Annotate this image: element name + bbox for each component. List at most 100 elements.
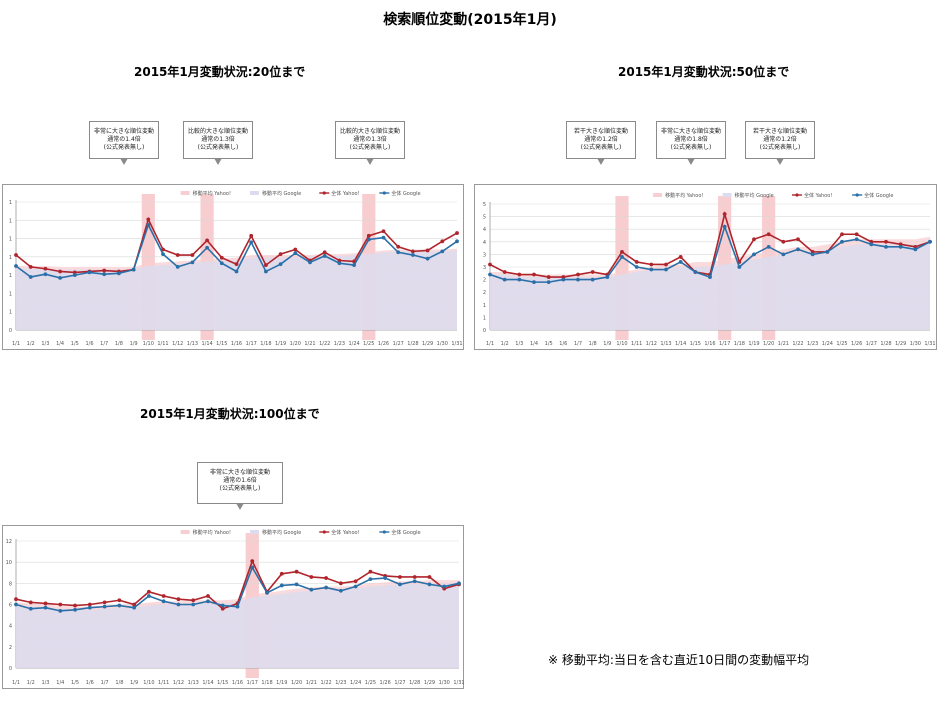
point-google — [117, 271, 121, 276]
point-google — [322, 254, 327, 258]
x-tick-label: 1/29 — [422, 341, 433, 347]
point-google — [73, 607, 77, 612]
footnote: ※ 移動平均:当日を含む直近10日間の変動幅平均 — [548, 653, 810, 667]
x-tick-label: 1/22 — [320, 680, 331, 686]
point-google — [43, 605, 48, 610]
x-tick-label: 1/22 — [792, 341, 803, 347]
point-yahoo — [411, 249, 415, 254]
legend-item: 全体 Yahoo! — [319, 529, 360, 536]
point-yahoo — [146, 217, 151, 222]
point-yahoo — [220, 606, 225, 611]
annotation-callout: 非常に大きな順位変動 通常の1.8倍 (公式発表無し) — [656, 121, 726, 165]
area-moving-avg-google — [490, 241, 930, 330]
chart-title-top50: 2015年1月変動状況:50位まで — [618, 65, 790, 79]
point-yahoo — [337, 258, 342, 263]
point-google — [810, 252, 815, 257]
x-tick-label: 1/10 — [143, 341, 154, 347]
point-google — [235, 604, 240, 609]
legend-marker — [322, 530, 326, 534]
x-tick-label: 1/7 — [101, 680, 109, 686]
x-tick-label: 1/5 — [71, 680, 79, 686]
y-tick-label: 10 — [6, 560, 12, 566]
x-tick-label: 1/3 — [41, 341, 49, 347]
point-google — [383, 576, 388, 580]
x-tick-label: 1/2 — [27, 341, 35, 347]
point-yahoo — [353, 579, 358, 584]
point-yahoo — [175, 253, 180, 257]
annotation-callout: 若干大きな順位変動 通常の1.2倍 (公式発表無し) — [745, 121, 815, 165]
point-yahoo — [425, 248, 430, 253]
point-google — [352, 263, 356, 267]
point-yahoo — [590, 270, 595, 274]
point-yahoo — [87, 602, 92, 607]
legend-swatch — [249, 191, 259, 195]
x-tick-label: 1/10 — [143, 680, 154, 686]
x-tick-label: 1/4 — [56, 341, 64, 347]
point-google — [14, 264, 18, 268]
callout-text: 若干大きな順位変動 — [573, 128, 628, 135]
point-google — [368, 577, 373, 581]
legend-marker — [855, 193, 859, 197]
point-yahoo — [309, 575, 314, 579]
point-google — [191, 602, 196, 607]
annotation-callout: 比較的大きな順位変動 通常の1.3倍 (公式発表無し) — [183, 121, 253, 165]
annotation-callout: 非常に大きな順位変動 通常の1.4倍 (公式発表無し) — [89, 121, 159, 165]
legend-marker — [382, 530, 386, 534]
point-google — [455, 239, 459, 244]
legend-label: 全体 Yahoo! — [331, 190, 359, 197]
point-yahoo — [398, 575, 402, 579]
point-yahoo — [440, 239, 445, 244]
x-tick-label: 1/16 — [232, 680, 243, 686]
x-tick-label: 1/11 — [158, 680, 169, 686]
point-yahoo — [766, 232, 771, 237]
chart-top50: 0 1 1 2 2 3 3 4 4 5 5 1/1 1/2 1/3 1/4 1/5 1/6 1/7 1/8 1/9 1/… — [474, 184, 937, 350]
x-tick-label: 1/13 — [187, 341, 198, 347]
x-tick-label: 1/17 — [246, 341, 257, 347]
legend-swatch — [180, 191, 190, 195]
x-tick-label: 1/26 — [851, 341, 862, 347]
x-tick-label: 1/3 — [515, 341, 523, 347]
point-google — [442, 584, 447, 589]
point-yahoo — [634, 260, 639, 264]
point-google — [147, 594, 151, 598]
point-yahoo — [546, 275, 551, 279]
callout-text: 比較的大きな順位変動 — [187, 128, 248, 135]
point-google — [117, 603, 122, 608]
point-yahoo — [28, 265, 33, 269]
x-tick-label: 1/11 — [631, 341, 642, 347]
point-google — [634, 265, 639, 269]
callout-text: 通常の1.2倍 — [763, 136, 797, 143]
point-yahoo — [234, 262, 239, 267]
point-google — [722, 224, 727, 229]
x-tick-label: 1/19 — [276, 680, 287, 686]
x-tick-label: 1/12 — [646, 341, 657, 347]
x-tick-label: 1/10 — [616, 341, 627, 347]
point-google — [869, 242, 874, 247]
point-google — [649, 267, 654, 272]
point-yahoo — [161, 594, 166, 598]
point-google — [381, 235, 386, 240]
point-google — [87, 605, 92, 610]
point-google — [411, 253, 415, 257]
x-tick-label: 1/20 — [290, 341, 301, 347]
legend-item: 全体 Google — [379, 529, 421, 536]
y-tick-label: 1 — [9, 200, 12, 206]
point-yahoo — [366, 233, 371, 238]
x-tick-label: 1/23 — [807, 341, 818, 347]
point-google — [412, 579, 417, 584]
point-google — [293, 251, 298, 256]
y-tick-label: 1 — [9, 291, 12, 297]
point-google — [488, 272, 492, 277]
point-google — [205, 245, 210, 250]
y-tick-label: 0 — [9, 328, 12, 334]
x-tick-label: 1/28 — [407, 341, 418, 347]
x-tick-label: 1/5 — [71, 341, 79, 347]
legend-item: 移動平均 Google — [249, 529, 301, 536]
y-tick-label: 0 — [9, 666, 12, 672]
y-tick-label: 4 — [9, 624, 12, 630]
x-tick-label: 1/9 — [130, 680, 138, 686]
point-google — [884, 244, 888, 249]
point-yahoo — [206, 594, 210, 598]
x-tick-label: 1/4 — [530, 341, 538, 347]
point-yahoo — [840, 232, 844, 237]
